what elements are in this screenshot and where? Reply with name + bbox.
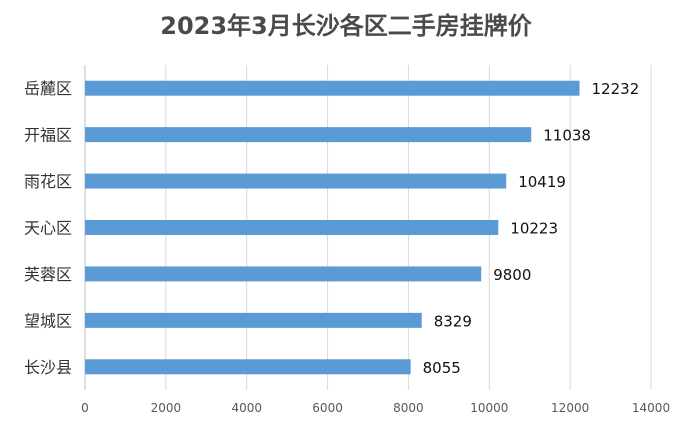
category-label: 芙蓉区 [24, 265, 72, 284]
x-tick-label: 12000 [551, 401, 589, 415]
x-tick-label: 6000 [312, 401, 343, 415]
category-label: 雨花区 [24, 172, 72, 191]
chart-title: 2023年3月长沙各区二手房挂牌价 [160, 12, 532, 40]
x-tick-label: 2000 [151, 401, 182, 415]
bar [85, 266, 482, 282]
value-label: 12232 [592, 80, 640, 98]
value-label: 8329 [434, 312, 472, 330]
category-label: 望城区 [24, 311, 72, 330]
value-label: 10223 [510, 220, 558, 238]
x-tick-label: 8000 [393, 401, 424, 415]
bar [85, 220, 499, 235]
bar [85, 359, 411, 375]
bar [85, 312, 422, 328]
bars [85, 80, 580, 375]
category-label: 天心区 [24, 219, 72, 238]
bar [85, 173, 507, 189]
bar [85, 80, 580, 96]
value-label: 8055 [423, 359, 461, 377]
value-labels: 12232 11038 10419 10223 9800 8329 8055 [423, 80, 640, 377]
x-axis-ticks: 0 2000 4000 6000 8000 10000 12000 14000 [81, 401, 670, 415]
value-label: 11038 [543, 127, 591, 145]
category-label: 岳麓区 [24, 79, 72, 98]
x-tick-label: 10000 [470, 401, 508, 415]
category-label: 长沙县 [24, 358, 72, 377]
x-tick-label: 0 [81, 401, 89, 415]
x-tick-label: 14000 [632, 401, 670, 415]
bar [85, 127, 532, 143]
x-tick-label: 4000 [231, 401, 262, 415]
category-label: 开福区 [24, 126, 72, 145]
value-label: 10419 [518, 173, 566, 191]
value-label: 9800 [493, 266, 531, 284]
